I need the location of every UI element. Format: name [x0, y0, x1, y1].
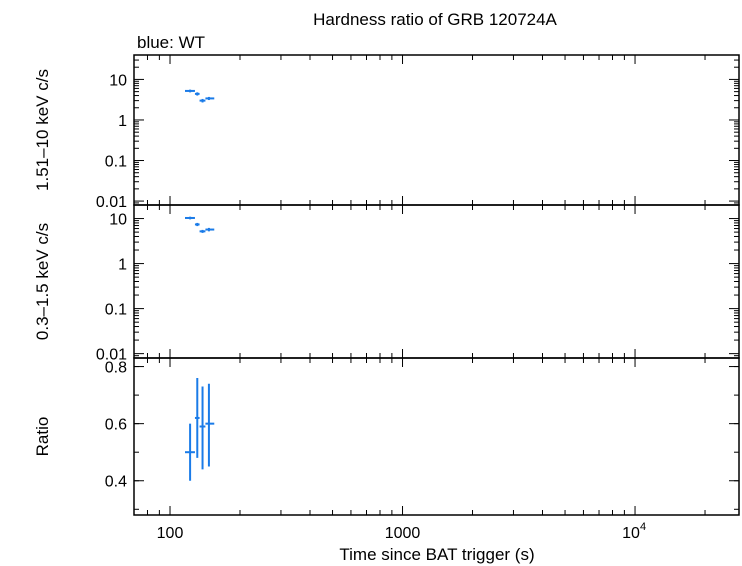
legend-text: blue: WT [137, 33, 205, 52]
chart-body: 10 1 0.1 0.01 1.51–10 keV c/s 10 1 0.1 0.01 0.3–1… [33, 54, 740, 542]
chart-title: Hardness ratio of GRB 120724A [313, 10, 557, 29]
x-axis-label: Time since BAT trigger (s) [339, 545, 534, 564]
y-tick-label: 0.4 [105, 474, 127, 491]
data-point [185, 216, 195, 220]
panel-frame [133, 54, 740, 206]
x-tick-exponent: 4 [640, 521, 646, 533]
panel-ratio: 0.8 0.6 0.4 Ratio [33, 357, 740, 516]
data-point [199, 98, 206, 103]
data-point [205, 383, 215, 467]
y-axis-label: Ratio [33, 417, 52, 457]
data-point [185, 89, 195, 93]
y-tick-label: 1 [118, 113, 127, 130]
panel-soft: 10 1 0.1 0.01 0.3–1.5 keV c/s [33, 204, 740, 364]
y-tick-label: 0.8 [105, 360, 127, 377]
panel-frame [133, 357, 740, 516]
x-tick-label: 10 [622, 525, 640, 542]
y-axis-label: 1.51–10 keV c/s [33, 69, 52, 191]
y-tick-label: 0.6 [105, 417, 127, 434]
data-point [194, 92, 200, 96]
panel-hard: 10 1 0.1 0.01 1.51–10 keV c/s [33, 54, 740, 211]
y-tick-label: 10 [109, 212, 127, 229]
y-tick-label: 0.1 [105, 302, 127, 319]
y-tick-label: 0.01 [96, 347, 127, 364]
data-point [199, 386, 206, 470]
data-point [205, 227, 215, 232]
panel-frame [133, 204, 740, 359]
y-axis-label: 0.3–1.5 keV c/s [33, 223, 52, 340]
data-point [205, 96, 215, 101]
data-point [194, 377, 200, 458]
y-tick-label: 1 [118, 257, 127, 274]
y-tick-label: 0.01 [96, 194, 127, 211]
x-tick-label: 1000 [385, 525, 421, 542]
data-point [194, 222, 200, 227]
data-point [185, 423, 195, 481]
x-tick-label: 100 [157, 525, 184, 542]
data-point [199, 229, 206, 233]
y-tick-label: 0.1 [105, 154, 127, 171]
y-tick-label: 10 [109, 72, 127, 89]
